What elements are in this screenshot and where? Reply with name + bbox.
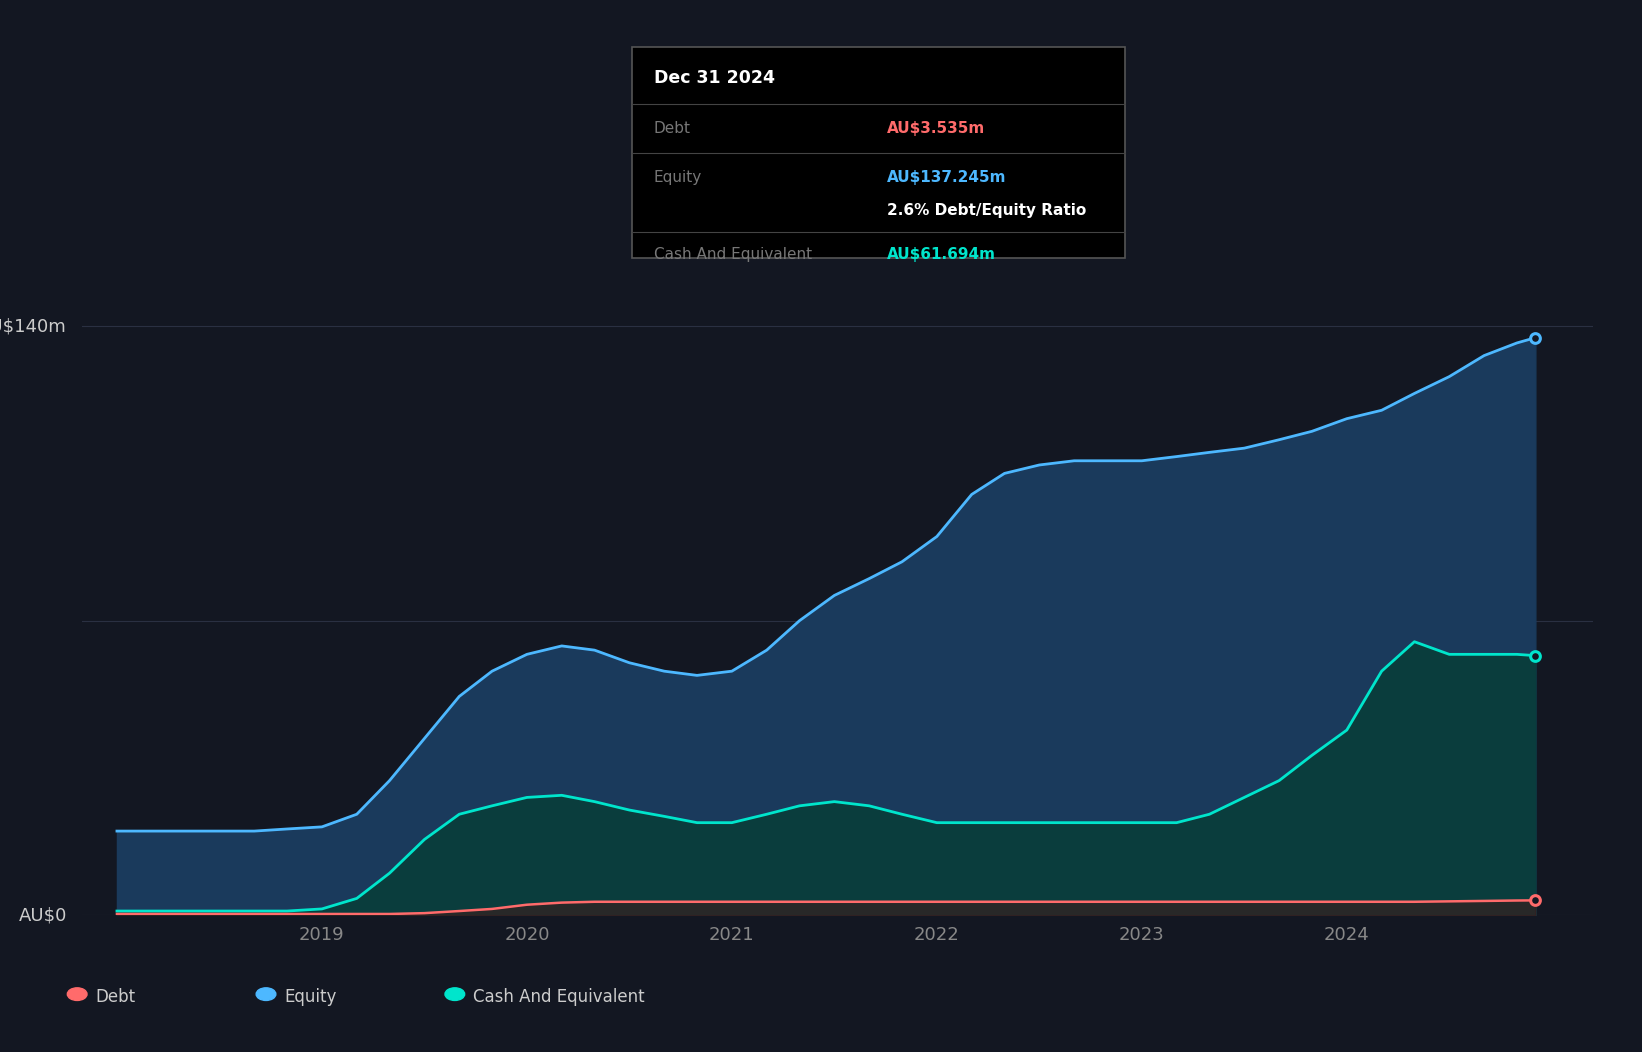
Text: AU$3.535m: AU$3.535m bbox=[887, 121, 985, 137]
Text: AU$140m: AU$140m bbox=[0, 317, 67, 336]
Text: 2.6% Debt/Equity Ratio: 2.6% Debt/Equity Ratio bbox=[887, 203, 1085, 218]
Text: AU$61.694m: AU$61.694m bbox=[887, 246, 995, 262]
Text: AU$137.245m: AU$137.245m bbox=[887, 170, 1007, 185]
Text: Dec 31 2024: Dec 31 2024 bbox=[654, 69, 775, 87]
Text: Equity: Equity bbox=[654, 170, 701, 185]
Text: Debt: Debt bbox=[654, 121, 691, 137]
Text: Cash And Equivalent: Cash And Equivalent bbox=[654, 246, 811, 262]
Text: Cash And Equivalent: Cash And Equivalent bbox=[473, 988, 645, 1006]
Text: AU$0: AU$0 bbox=[18, 906, 67, 925]
Text: Equity: Equity bbox=[284, 988, 337, 1006]
Text: Debt: Debt bbox=[95, 988, 135, 1006]
